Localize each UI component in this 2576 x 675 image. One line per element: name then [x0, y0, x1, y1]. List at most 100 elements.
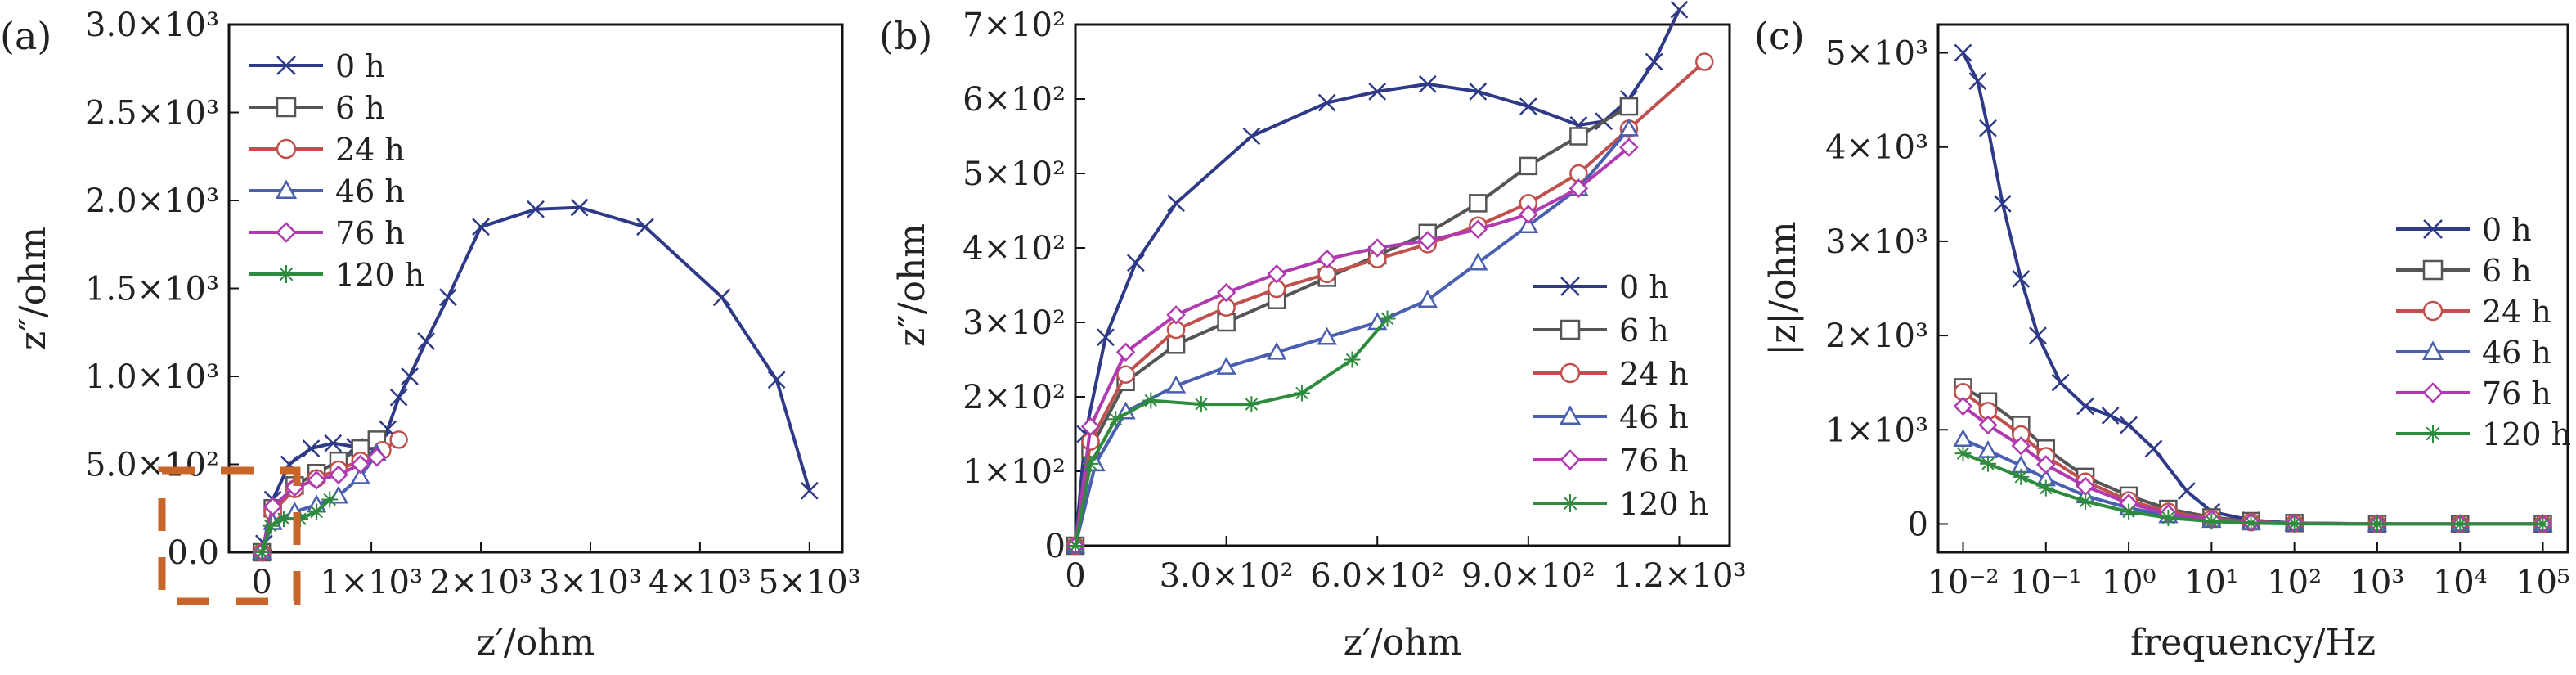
- data-point: [1568, 178, 1589, 198]
- data-point: [1953, 396, 1973, 416]
- panel-label-a: (a): [0, 14, 52, 58]
- x-tick-label: 9.0×10²: [1461, 557, 1595, 595]
- x-tick-label: 10⁻¹: [2010, 564, 2082, 601]
- series-line: [1074, 61, 1706, 547]
- legend-marker: [1560, 362, 1581, 384]
- data-point: [1115, 342, 1136, 362]
- data-point: [1166, 305, 1186, 325]
- legend-label: 46 h: [1619, 399, 1689, 435]
- legend-marker: [1559, 405, 1582, 425]
- data-point: [1979, 119, 1997, 137]
- legend-marker: [2422, 382, 2444, 403]
- x-tick-label: 5×10³: [758, 564, 861, 601]
- data-point: [389, 430, 408, 449]
- legend-marker: [276, 56, 296, 75]
- data-point: [350, 466, 370, 484]
- legend-marker: [2421, 340, 2444, 361]
- legend-label: 24 h: [1619, 356, 1689, 392]
- data-point: [1618, 118, 1640, 137]
- data-point: [2177, 482, 2196, 501]
- data-point: [308, 503, 325, 520]
- legend-marker: [2422, 300, 2444, 322]
- legend-marker: [1560, 449, 1581, 470]
- data-point: [302, 439, 321, 458]
- x-tick-label: 6.0×10²: [1310, 557, 1444, 595]
- panel-c-bode-plot: 10⁻² 10⁻¹ 10⁰ 10¹ 10² 10³ 10⁴ 10⁵ 0 1×10³ 2×10³ 3×1…: [1762, 23, 2571, 664]
- series: [1066, 0, 1689, 555]
- legend-label: 0 h: [335, 48, 385, 84]
- data-point: [2036, 455, 2056, 475]
- zoom-region-box: [158, 466, 301, 605]
- x-axis-label: z′/ohm: [1344, 622, 1462, 664]
- y-tick-label: 4×10²: [963, 230, 1066, 268]
- data-point: [262, 517, 279, 534]
- legend-marker: [2423, 219, 2443, 239]
- data-point: [1107, 411, 1124, 428]
- data-point: [1518, 215, 1538, 233]
- y-tick-label: 5×10²: [963, 155, 1066, 193]
- data-point: [2011, 436, 2031, 456]
- legend-label: 76 h: [2482, 376, 2551, 412]
- data-point: [1142, 392, 1160, 409]
- data-point: [1468, 219, 1488, 240]
- data-point: [324, 434, 343, 452]
- legend-marker: [1560, 277, 1580, 296]
- data-point: [350, 454, 370, 475]
- data-point: [2203, 513, 2220, 530]
- x-tick-label: 10⁻²: [1927, 564, 1999, 601]
- data-point: [1619, 137, 1639, 157]
- data-point: [800, 481, 819, 500]
- data-point: [1067, 538, 1084, 554]
- x-tick-label: 10⁴: [2433, 564, 2488, 601]
- data-point: [1519, 156, 1538, 176]
- x-tick-label: 3.0×10²: [1160, 557, 1294, 595]
- panel-a-nyquist-plot: 0 1×10³ 2×10³ 3×10³ 4×10³ 5×10³ 0.0 5.0×10² 1.0×…: [12, 7, 861, 664]
- data-point: [1417, 290, 1438, 308]
- data-point: [1267, 341, 1287, 360]
- data-point: [2120, 503, 2138, 520]
- y-tick-label: 5×10³: [1825, 35, 1928, 73]
- x-axis-label: z′/ohm: [477, 622, 595, 664]
- data-point: [417, 332, 435, 350]
- data-point: [1954, 445, 1972, 462]
- legend-label: 120 h: [1619, 486, 1708, 522]
- legend-marker: [276, 138, 297, 160]
- data-point: [636, 218, 654, 236]
- data-point: [1645, 52, 1663, 71]
- data-point: [1418, 74, 1437, 93]
- y-axis-label: |z|/ohm: [1762, 221, 1804, 355]
- x-tick-label: 10⁵: [2515, 564, 2570, 601]
- legend-label: 76 h: [1619, 443, 1689, 479]
- data-point: [1216, 282, 1236, 303]
- data-point: [1344, 351, 1361, 368]
- data-point: [1317, 326, 1337, 345]
- data-point: [321, 491, 339, 508]
- data-point: [1368, 83, 1387, 101]
- data-point: [254, 544, 271, 560]
- data-point: [2144, 439, 2163, 458]
- y-tick-label: 1.5×10³: [85, 271, 219, 308]
- data-point: [2029, 326, 2047, 344]
- y-tick-label: 6×10²: [963, 81, 1066, 119]
- data-point: [2534, 515, 2551, 533]
- legend-label: 46 h: [335, 173, 405, 209]
- data-point: [2077, 493, 2094, 510]
- data-point: [2286, 515, 2303, 533]
- y-tick-label: 0: [1045, 528, 1066, 565]
- x-tick-label: 2×10³: [429, 564, 532, 601]
- data-point: [329, 465, 348, 485]
- y-axis-label: z″/ohm: [891, 223, 933, 347]
- data-point: [275, 511, 292, 528]
- data-point: [1968, 72, 1987, 90]
- legend-label: 24 h: [2482, 294, 2551, 330]
- legend-label: 0 h: [2482, 212, 2532, 248]
- data-point: [438, 288, 457, 307]
- y-tick-label: 0: [1908, 506, 1928, 543]
- data-point: [527, 200, 545, 218]
- data-point: [389, 388, 408, 407]
- y-tick-label: 2×10³: [1825, 317, 1928, 355]
- data-point: [1317, 249, 1337, 269]
- legend-marker: [275, 179, 298, 200]
- series: [252, 448, 387, 562]
